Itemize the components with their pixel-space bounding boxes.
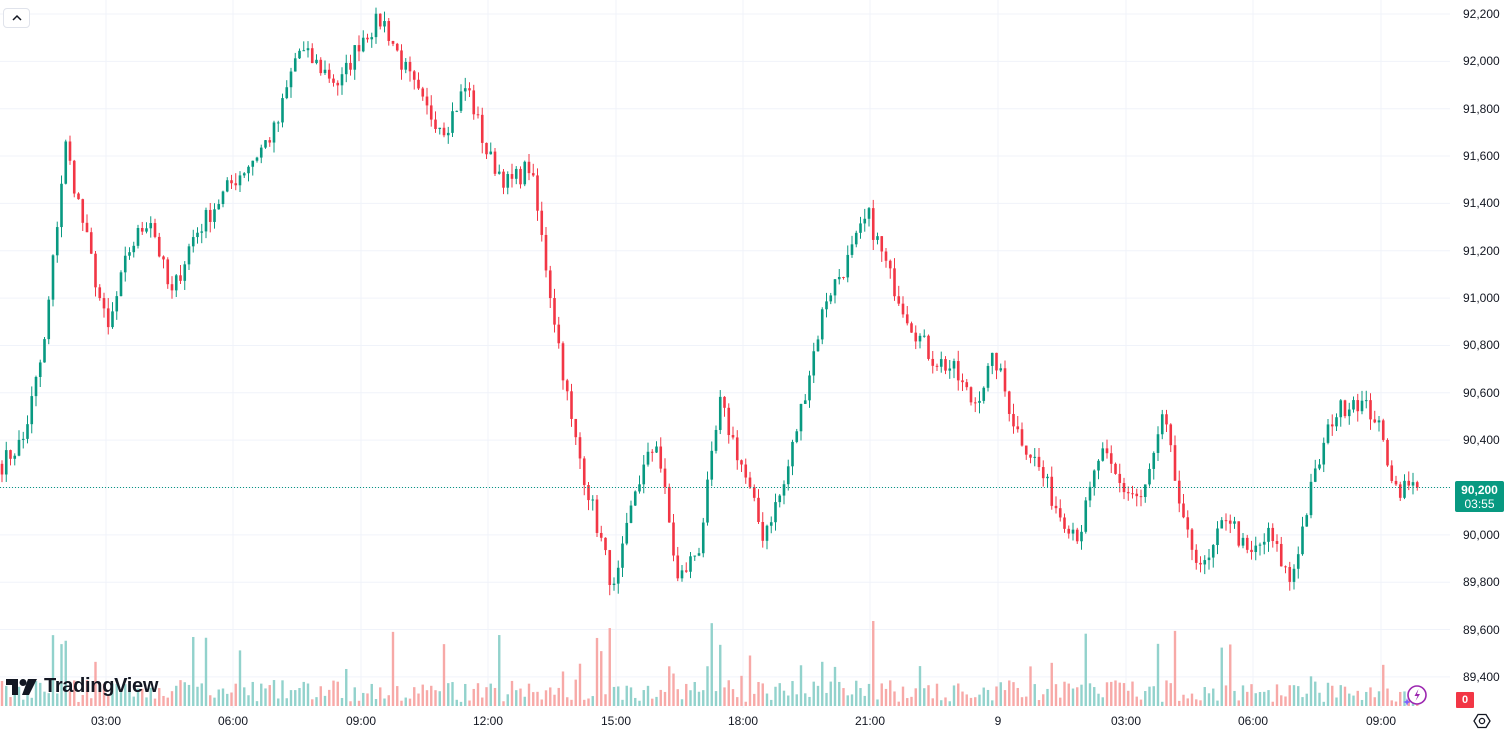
chevron-up-icon — [11, 14, 22, 21]
gear-hexagon-icon — [1473, 713, 1491, 729]
time-tick-label: 03:00 — [1110, 714, 1142, 728]
time-tick-label: 18:00 — [727, 714, 759, 728]
bar-countdown: 03:55 — [1464, 497, 1495, 511]
candlestick-chart[interactable] — [0, 0, 1450, 708]
price-tick-label: 89,400 — [1463, 669, 1500, 684]
time-tick-label: 09:00 — [1365, 714, 1397, 728]
last-price-badge: 90,200 03:55 — [1455, 481, 1504, 512]
price-tick-label: 90,400 — [1463, 433, 1500, 448]
price-axis[interactable]: 92,200 92,000 91,800 91,600 91,400 91,200 91,0… — [1450, 0, 1508, 708]
time-tick-label: 15:00 — [600, 714, 632, 728]
time-axis[interactable]: 03:00 06:00 09:00 12:00 15:00 18:00 21:00 9 03:0… — [0, 708, 1450, 735]
price-tick-label: 91,600 — [1463, 149, 1500, 164]
time-tick-label: 21:00 — [854, 714, 886, 728]
time-tick-label: 12:00 — [472, 714, 504, 728]
price-tick-label: 89,600 — [1463, 622, 1500, 637]
time-tick-label: 03:00 — [90, 714, 122, 728]
time-tick-label: 9 — [994, 714, 1002, 728]
price-tick-label: 90,800 — [1463, 338, 1500, 353]
collapse-button[interactable] — [3, 8, 30, 28]
time-tick-label: 06:00 — [1237, 714, 1269, 728]
price-tick-label: 90,000 — [1463, 527, 1500, 542]
price-tick-label: 91,800 — [1463, 101, 1500, 116]
price-tick-label: 92,000 — [1463, 54, 1500, 69]
chart-pane[interactable]: TradingView — [0, 0, 1450, 708]
price-tick-label: 92,200 — [1463, 7, 1500, 21]
lightning-sparkle-icon — [1403, 685, 1427, 706]
time-tick-label: 09:00 — [345, 714, 377, 728]
price-tick-label: 90,600 — [1463, 385, 1500, 400]
price-tick-label: 91,200 — [1463, 243, 1500, 258]
brand-name: TradingView — [44, 675, 159, 697]
tradingview-logo-icon — [6, 678, 37, 695]
volume-zero-badge: 0 — [1456, 692, 1474, 708]
assistant-button[interactable] — [1402, 684, 1428, 708]
tradingview-logo[interactable]: TradingView — [6, 675, 158, 698]
price-tick-label: 89,800 — [1463, 575, 1500, 590]
price-tick-label: 91,000 — [1463, 291, 1500, 306]
last-price-value: 90,200 — [1461, 483, 1498, 497]
time-tick-label: 06:00 — [217, 714, 249, 728]
price-tick-label: 91,400 — [1463, 196, 1500, 211]
chart-settings-button[interactable] — [1472, 711, 1492, 731]
